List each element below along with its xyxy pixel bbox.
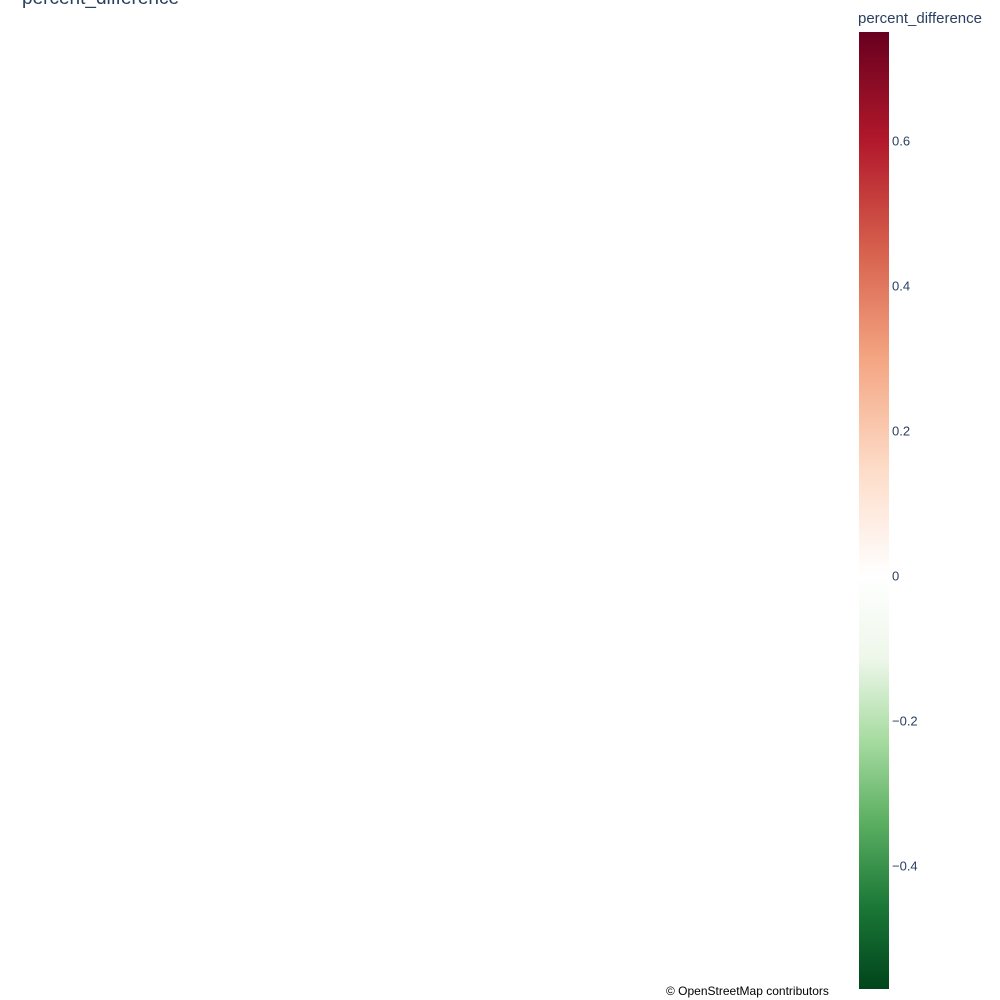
colorbar	[859, 32, 889, 989]
colorbar-title: percent_difference	[858, 10, 982, 27]
colorbar-tick-label: 0	[892, 568, 900, 584]
colorbar-tick-label: 0.6	[892, 133, 911, 149]
map-title: percent_difference	[22, 0, 179, 10]
colorbar-gradient	[859, 32, 889, 989]
colorbar-tick-label: −0.2	[892, 713, 918, 729]
map-canvas[interactable]: percent_difference © OpenStreetMap contr…	[0, 0, 840, 1000]
colorbar-tick-label: 0.2	[892, 423, 911, 439]
colorbar-tick-label: −0.4	[892, 858, 918, 874]
osm-attribution[interactable]: © OpenStreetMap contributors	[666, 984, 829, 998]
colorbar-tick-label: 0.4	[892, 278, 911, 294]
